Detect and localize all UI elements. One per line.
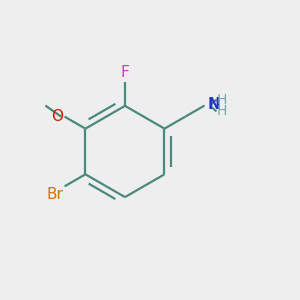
Text: N: N [208, 97, 221, 112]
Text: O: O [51, 109, 63, 124]
Text: H: H [216, 104, 227, 118]
Text: Br: Br [46, 187, 63, 202]
Text: F: F [121, 65, 129, 80]
Text: H: H [216, 93, 227, 106]
